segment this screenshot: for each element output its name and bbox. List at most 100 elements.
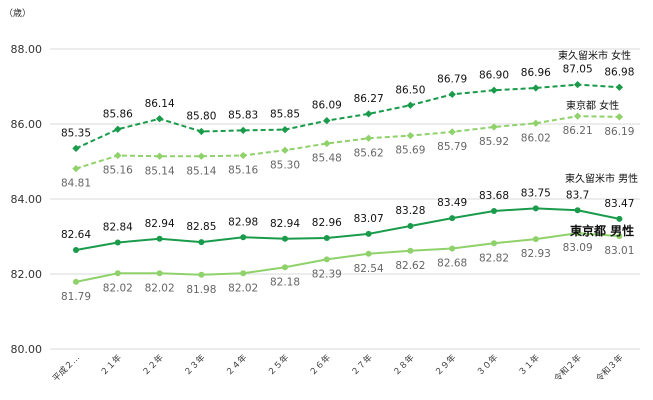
data-point [72,144,80,153]
series-line [75,83,620,150]
data-point [282,235,288,242]
series-layer [72,80,624,285]
legend-tokyo-male: 東京都 男性 [570,223,634,238]
series-line [75,115,620,170]
data-point [323,256,330,263]
data-point [281,125,289,134]
x-tick-label: ２３年 [182,352,208,378]
data-point [491,208,497,214]
data-point [490,86,498,94]
data-label: 86.09 [312,100,342,112]
data-label: 83.49 [437,197,467,209]
data-label: 82.02 [103,282,133,294]
x-tick-label: 平成２… [50,352,82,384]
data-label: 85.86 [103,108,133,120]
x-tick-label: ２１年 [98,352,124,378]
data-point [156,235,163,242]
x-tick-label: ３１年 [516,352,542,378]
data-label: 86.02 [521,132,551,144]
data-label: 83.68 [479,190,509,202]
data-label: 83.7 [566,189,589,201]
data-point [114,151,122,160]
data-point [239,151,247,160]
x-tick-label: ３０年 [474,352,500,378]
data-point [197,127,206,136]
data-point [114,125,122,133]
data-label: 85.16 [103,165,133,177]
x-tick-label: ２４年 [224,352,250,378]
data-point [615,113,624,121]
data-label: 86.50 [395,84,425,96]
data-point [239,126,247,135]
data-point [323,235,330,241]
data-label: 85.79 [437,141,467,153]
data-label: 82.98 [228,216,258,228]
data-label: 83.75 [521,187,551,199]
data-label: 85.30 [270,159,300,171]
data-label: 82.84 [103,222,133,234]
data-label: 84.81 [61,178,91,190]
data-label: 82.18 [270,276,300,288]
gridlines [50,48,640,350]
data-point [240,234,247,241]
x-tick-label: 令和２年 [552,352,584,384]
data-point [365,230,372,237]
data-label: 82.68 [437,258,467,270]
data-label: 82.93 [521,248,551,260]
data-point [616,233,623,240]
data-label: 87.05 [563,64,593,76]
data-point [72,164,80,173]
data-label: 86.19 [604,126,634,138]
data-point [573,112,582,120]
data-point [448,90,456,99]
data-label: 85.35 [61,127,91,139]
data-label: 83.07 [354,213,384,225]
x-tick-label: ２９年 [433,352,459,378]
data-label: 82.02 [228,282,258,294]
data-point [491,240,497,247]
data-point [323,116,331,125]
y-tick-label: 84.00 [11,193,43,206]
x-tick-label: ２２年 [140,352,166,378]
data-label: 82.82 [479,252,509,264]
y-axis-unit-label: （歳） [4,7,31,19]
data-point [240,270,247,277]
data-point [407,247,414,254]
data-point [448,128,456,136]
data-point [573,80,582,89]
data-label: 85.83 [228,109,258,121]
y-tick-label: 80.00 [11,343,43,356]
x-axis-ticks: 平成２… ２１年 ２２年 ２３年 ２４年 ２５年 ２６年 ２７年 ２８年 ２９年 ３０年 ３１年 令和２… [50,352,626,384]
data-point [364,134,373,142]
y-axis-ticks: 80.00 82.00 84.00 86.00 88.00 [11,43,43,356]
data-point [365,250,372,257]
data-point [282,264,288,271]
data-label: 82.54 [354,263,384,275]
x-tick-label: ２８年 [391,352,417,378]
data-label: 86.79 [437,73,467,85]
data-point [616,215,623,222]
data-label: 86.98 [604,66,634,78]
data-label: 81.98 [186,284,216,296]
data-point [615,83,624,91]
data-label: 85.80 [186,111,216,123]
data-point [198,239,205,246]
data-label: 85.16 [228,165,258,177]
legend-tokyo-female: 東京都 女性 [566,99,619,112]
data-label: 86.96 [521,67,551,79]
series-line [75,207,620,251]
y-tick-label: 88.00 [11,43,43,56]
data-point [449,245,456,252]
data-label: 85.14 [145,165,175,177]
data-label: 85.92 [479,136,509,148]
x-tick-label: ２６年 [307,352,333,378]
data-label: 82.94 [270,218,300,230]
data-point [73,247,79,253]
data-label: 85.85 [270,109,300,121]
y-tick-label: 82.00 [11,268,43,281]
data-label: 86.14 [145,98,175,110]
legend-city-male: 東久留米市 男性 [565,172,638,185]
data-label: 82.64 [61,229,91,241]
data-point [406,101,415,109]
data-point [114,270,121,277]
